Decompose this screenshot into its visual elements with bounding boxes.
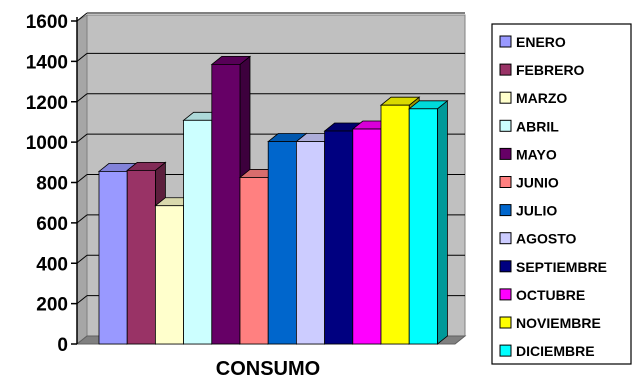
y-tick-label: 1400 [26, 52, 68, 73]
legend-swatch [499, 260, 512, 273]
legend-swatch [499, 63, 512, 76]
gridline [76, 214, 88, 224]
y-tick-label: 1000 [26, 133, 68, 154]
legend-label: OCTUBRE [516, 287, 585, 303]
legend-label: NOVIEMBRE [516, 315, 601, 331]
y-tick-labels: 0 200 400 600 800 1000 1200 1400 1600 [26, 12, 68, 356]
bars [97, 55, 449, 345]
y-axis [71, 17, 78, 345]
x-axis: CONSUMO [216, 358, 320, 380]
legend-item: JUNIO [499, 175, 559, 191]
legend-item: ABRIL [499, 118, 559, 134]
legend-label: AGOSTO [516, 231, 577, 247]
bar-front [324, 130, 354, 345]
legend-item: ENERO [499, 34, 566, 50]
y-tick-label: 800 [36, 174, 68, 195]
gridline [76, 52, 88, 62]
legend-swatch [499, 176, 512, 188]
bar-front [295, 141, 325, 345]
legend-swatch [499, 91, 512, 104]
legend-swatch [499, 288, 512, 301]
legend-label: MARZO [516, 90, 567, 106]
y-tick-label: 1200 [26, 93, 68, 114]
legend-label: ABRIL [516, 118, 559, 134]
legend-label: FEBRERO [516, 62, 585, 78]
gridline [76, 133, 88, 143]
legend-swatch [499, 119, 512, 132]
bar-front [239, 177, 269, 345]
bar-front [154, 205, 184, 345]
bar-diciembre [408, 99, 449, 345]
plot-side-wall [76, 14, 88, 346]
gridline [76, 12, 88, 22]
y-tick-label: 1600 [26, 12, 68, 33]
legend-box [491, 23, 632, 365]
legend-item: DICIEMBRE [499, 343, 595, 359]
legend-item: NOVIEMBRE [499, 315, 601, 331]
y-tick-label: 400 [36, 254, 68, 275]
legend-item: MAYO [499, 146, 557, 162]
legend-label: MAYO [516, 146, 557, 162]
y-tick-label: 0 [57, 335, 68, 356]
bar-front [126, 169, 156, 345]
legend-swatch [499, 316, 512, 329]
y-tick-label: 600 [36, 214, 68, 235]
legend-label: JUNIO [516, 175, 559, 191]
bar-front [267, 141, 297, 345]
legend-swatch [499, 204, 512, 217]
x-category-label: CONSUMO [216, 358, 320, 380]
legend-label: JULIO [516, 203, 557, 219]
bar-front [408, 108, 438, 345]
legend-item: OCTUBRE [499, 287, 585, 303]
legend-item: SEPTIEMBRE [499, 259, 607, 275]
legend-label: SEPTIEMBRE [516, 259, 607, 275]
bar-front [98, 170, 128, 345]
y-tick-label: 200 [36, 295, 68, 316]
legend: ENERO FEBRERO MARZO ABRIL MAYO JUNIO JULIO AGOS… [491, 23, 632, 365]
bar-side [436, 99, 448, 345]
legend-label: ENERO [516, 34, 566, 50]
legend-swatch [499, 232, 512, 245]
gridline [76, 254, 88, 264]
bar-front [183, 119, 213, 345]
legend-item: FEBRERO [499, 62, 585, 78]
legend-item: JULIO [499, 203, 557, 219]
bar-front [352, 128, 382, 345]
legend-swatch [499, 35, 512, 48]
legend-label: DICIEMBRE [516, 343, 595, 359]
legend-item: MARZO [499, 90, 567, 106]
bar-front [380, 104, 410, 345]
bar-front [211, 64, 241, 345]
legend-item: AGOSTO [499, 231, 577, 247]
gridline [76, 295, 88, 305]
gridline [76, 174, 88, 183]
legend-swatch [499, 344, 512, 357]
gridline [76, 93, 88, 103]
legend-swatch [499, 147, 512, 160]
